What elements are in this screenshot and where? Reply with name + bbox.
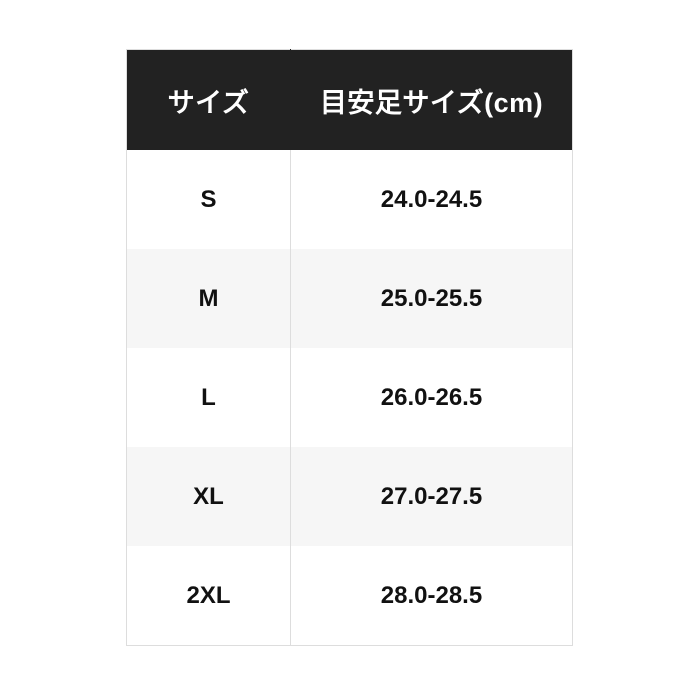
table-row: S 24.0-24.5 [126,150,573,249]
table-body: S 24.0-24.5 M 25.0-25.5 L 26.0-26.5 XL 2… [126,150,573,646]
cell-foot-size-range: 27.0-27.5 [290,447,573,546]
table-header-row: サイズ 目安足サイズ(cm) [126,49,573,150]
cell-size-label: 2XL [126,546,291,646]
cell-size-label: L [126,348,291,447]
size-chart-table: サイズ 目安足サイズ(cm) S 24.0-24.5 M 25.0-25.5 L… [126,49,573,646]
cell-foot-size-range: 25.0-25.5 [290,249,573,348]
cell-size-label: S [126,150,291,249]
table-row: M 25.0-25.5 [126,249,573,348]
table-header: サイズ 目安足サイズ(cm) [126,49,573,150]
table-row: L 26.0-26.5 [126,348,573,447]
cell-size-label: XL [126,447,291,546]
cell-size-label: M [126,249,291,348]
table-row: XL 27.0-27.5 [126,447,573,546]
cell-foot-size-range: 28.0-28.5 [290,546,573,646]
column-header-size: サイズ [126,49,291,150]
table-row: 2XL 28.0-28.5 [126,546,573,646]
cell-foot-size-range: 26.0-26.5 [290,348,573,447]
column-header-foot-size: 目安足サイズ(cm) [290,49,573,150]
cell-foot-size-range: 24.0-24.5 [290,150,573,249]
